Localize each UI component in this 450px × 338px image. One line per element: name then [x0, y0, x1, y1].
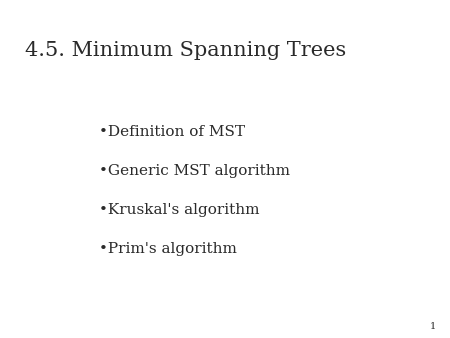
- Text: •Definition of MST: •Definition of MST: [99, 125, 245, 139]
- Text: •Kruskal's algorithm: •Kruskal's algorithm: [99, 203, 260, 217]
- Text: 4.5. Minimum Spanning Trees: 4.5. Minimum Spanning Trees: [25, 41, 346, 59]
- Text: •Generic MST algorithm: •Generic MST algorithm: [99, 164, 290, 178]
- Text: •Prim's algorithm: •Prim's algorithm: [99, 242, 237, 256]
- Text: 1: 1: [430, 322, 436, 331]
